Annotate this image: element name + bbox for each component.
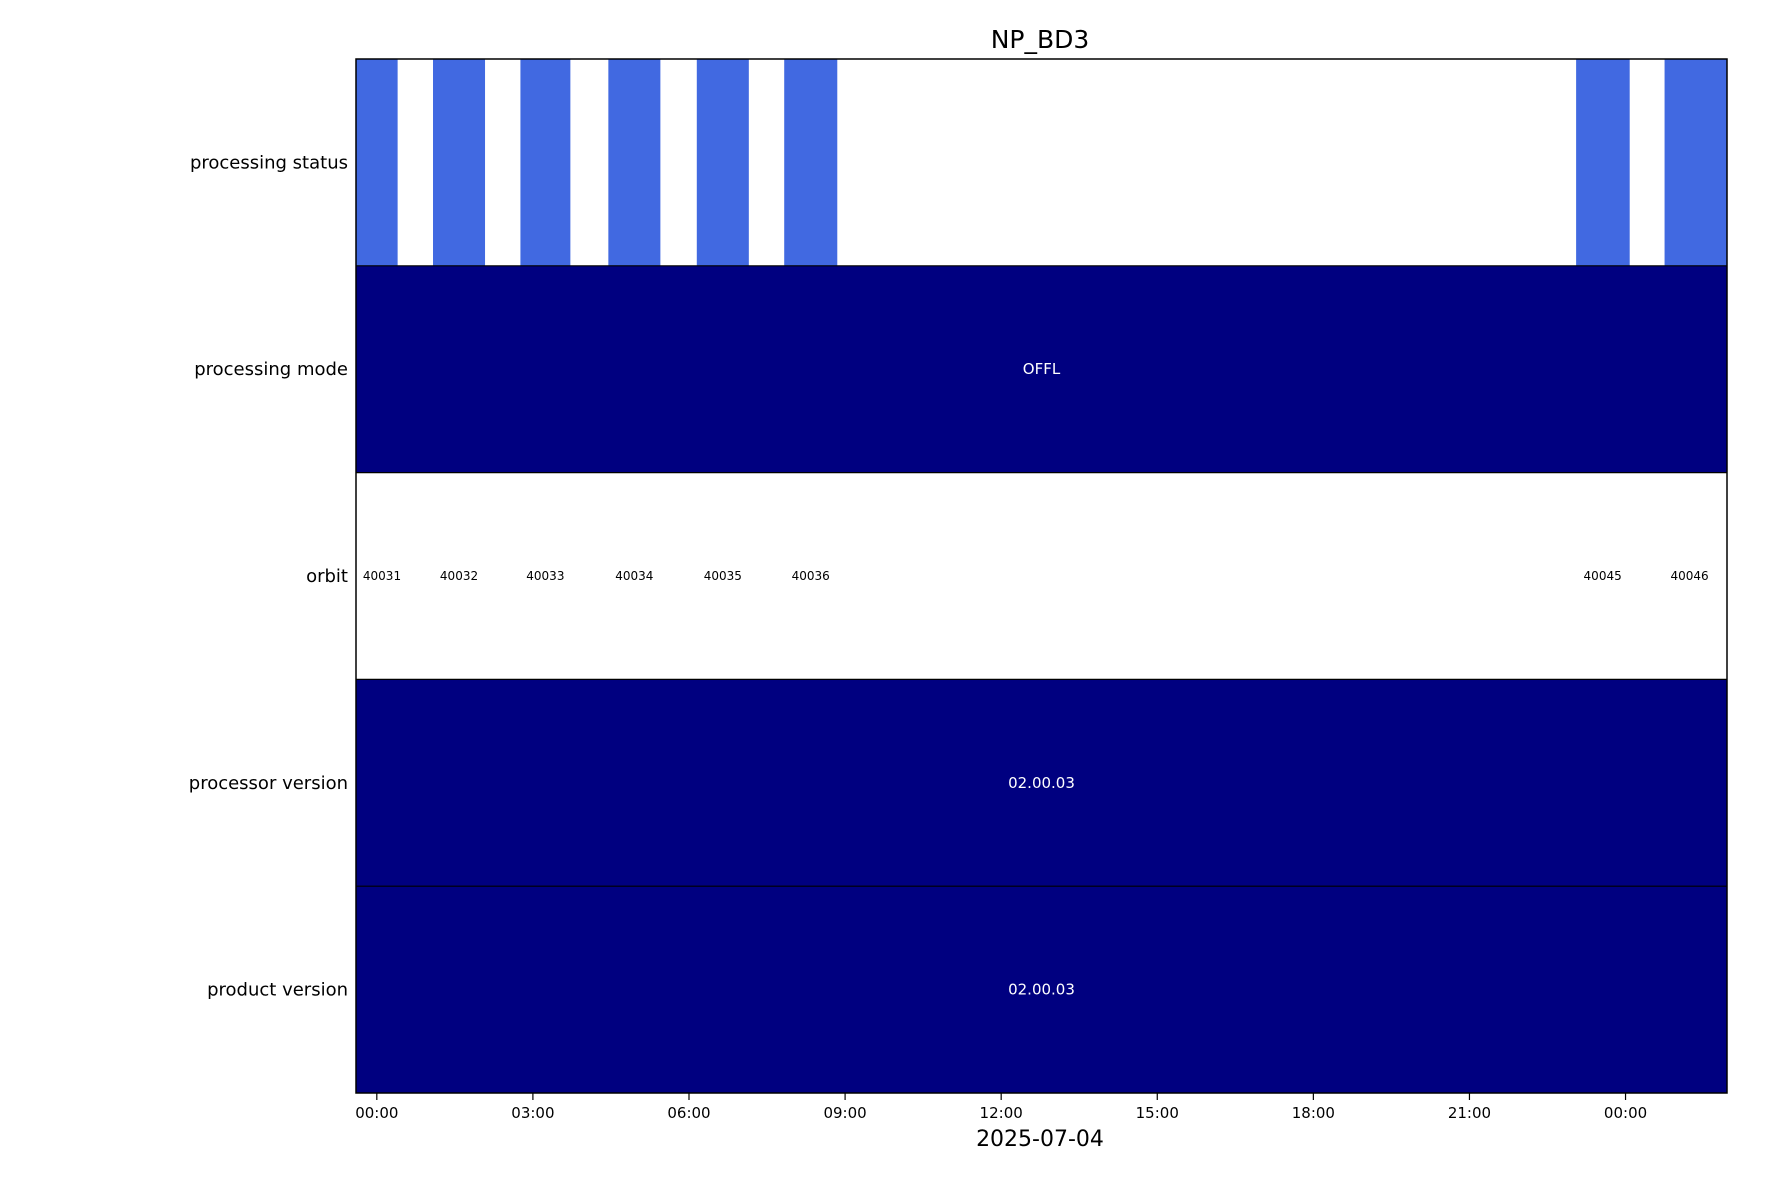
product-version-background [356, 886, 1727, 1093]
status-segment [433, 59, 486, 266]
processor-version-background [356, 679, 1727, 887]
product-version-value: 02.00.03 [1008, 981, 1075, 999]
orbit-label: 40036 [792, 569, 830, 583]
status-segment [1664, 59, 1727, 266]
status-segment [1576, 59, 1630, 266]
row-processing-mode: OFFL processing mode [194, 265, 1727, 473]
status-segment [608, 59, 661, 266]
processing-mode-value: OFFL [1023, 360, 1061, 378]
orbit-label: 40045 [1584, 569, 1622, 583]
x-tick-label: 21:00 [1448, 1104, 1491, 1122]
x-tick-label: 03:00 [511, 1104, 554, 1122]
chart-title: NP_BD3 [991, 25, 1090, 54]
orbit-background [356, 472, 1727, 680]
row-label: product version [207, 980, 348, 1001]
x-tick-label: 00:00 [355, 1104, 398, 1122]
status-segment [520, 59, 571, 266]
x-tick-label: 18:00 [1292, 1104, 1335, 1122]
orbit-label: 40032 [440, 569, 478, 583]
row-label: processing status [190, 152, 348, 173]
x-tick-label: 09:00 [823, 1104, 866, 1122]
timeline-rows: processing status OFFL processing mode 4003… [189, 59, 1727, 1093]
orbit-label: 40046 [1670, 569, 1708, 583]
orbit-label: 40035 [704, 569, 742, 583]
processing-status-background [356, 59, 1727, 266]
plot-frame [355, 58, 1728, 1094]
x-tick-label: 15:00 [1136, 1104, 1179, 1122]
orbit-label: 40031 [363, 569, 401, 583]
row-processor-version: 02.00.03 processor version [189, 678, 1727, 887]
x-tick-label: 12:00 [980, 1104, 1023, 1122]
x-axis: 00:00 03:00 06:00 09:00 12:00 15:00 18:00 21:00… [355, 1093, 1647, 1122]
x-axis-label: 2025-07-04 [976, 1127, 1104, 1152]
status-segment [696, 59, 749, 266]
processing-mode-background [356, 265, 1727, 473]
x-tick-label: 06:00 [667, 1104, 710, 1122]
status-segment [356, 59, 398, 266]
orbit-label: 40034 [615, 569, 653, 583]
row-processing-status: processing status [190, 59, 1727, 266]
orbit-label: 40033 [526, 569, 564, 583]
row-orbit: 40031 40032 40033 40034 40035 40036 40045 40046… [306, 472, 1727, 680]
row-label: orbit [306, 566, 348, 587]
row-label: processing mode [194, 359, 348, 380]
row-product-version: 02.00.03 product version [207, 885, 1727, 1093]
status-segment [784, 59, 838, 266]
x-tick-label: 00:00 [1604, 1104, 1647, 1122]
row-label: processor version [189, 773, 348, 794]
processor-version-value: 02.00.03 [1008, 774, 1075, 792]
